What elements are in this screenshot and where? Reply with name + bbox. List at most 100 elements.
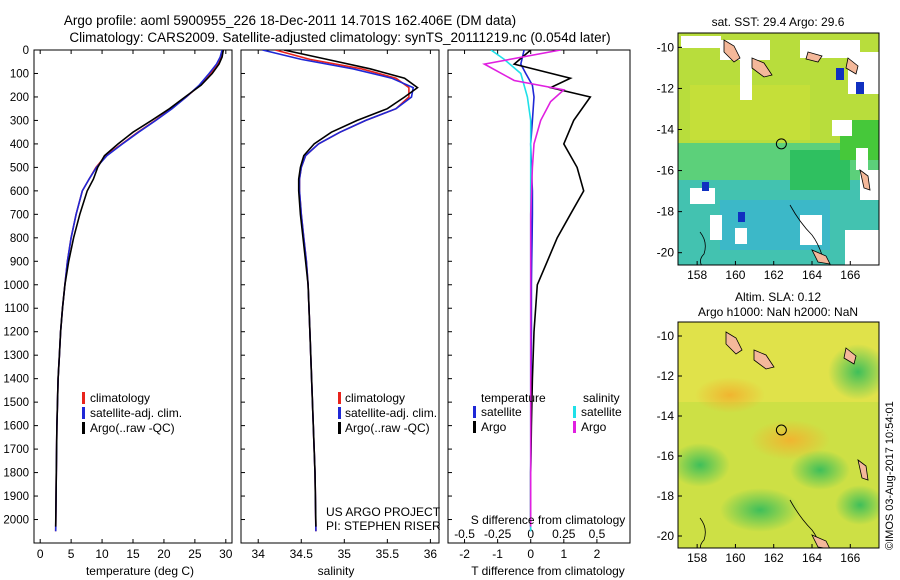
x-tick-label: 5: [68, 547, 75, 561]
x-tick-label: 36: [424, 547, 438, 561]
legend-label-climatology: climatology: [90, 391, 150, 405]
legend-swatch-argo: [338, 422, 341, 434]
sla-map-low-2: [828, 344, 879, 400]
s-tick-label: 0: [527, 527, 534, 541]
sla-map-profile-marker: [775, 424, 787, 436]
sst-map-axes: 158 160 162 164 166 -10 -12 -14 -16 -18 -20: [657, 40, 861, 282]
x-tick-label: 35.5: [376, 547, 400, 561]
s-tick-label: -0.25: [484, 527, 512, 541]
map-y-tick-label: -16: [657, 449, 675, 463]
temperature-legend: climatology satellite-adj. clim. Argo(..…: [82, 391, 182, 435]
salinity-xlabel: salinity: [318, 564, 355, 578]
legend-label-t-argo: Argo: [481, 420, 507, 434]
map-x-tick-label: 166: [840, 551, 860, 565]
sst-map-warm-spot-1: [836, 68, 844, 80]
x-tick-label: 35: [338, 547, 352, 561]
depth-tick-label: 1400: [3, 374, 29, 386]
salinity-series: [262, 50, 419, 532]
legend-swatch-argo: [82, 422, 85, 434]
map-x-tick-label: 164: [802, 551, 822, 565]
x-tick-label: 0: [527, 547, 534, 561]
salinity-legend: climatology satellite-adj. clim. Argo(..…: [338, 391, 437, 435]
temperature-axis: 0 5 10 15 20 25 30: [37, 50, 233, 561]
depth-tick-label: 1900: [3, 491, 29, 503]
legend-label-satellite: satellite-adj. clim.: [90, 406, 182, 420]
sla-map-island-2: [753, 349, 775, 370]
sla-map-title: Altim. SLA: 0.12: [735, 290, 821, 304]
project-annotation-line-2: PI: STEPHEN RISER: [326, 519, 441, 533]
salinity-panel-frame: [240, 49, 440, 544]
legend-swatch-s-satellite: [573, 406, 576, 418]
sst-map-island-4: [845, 57, 859, 75]
sst-map-mask-3: [740, 55, 752, 100]
x-tick-label: 34.5: [290, 547, 314, 561]
map-y-tick-label: -14: [657, 409, 675, 423]
s-difference-label: S difference from climatology: [471, 513, 626, 527]
imos-credit: ©IMOS 03-Aug-2017 10:54:01: [884, 401, 896, 550]
sla-map-coast-1: [699, 517, 706, 548]
series-line: [490, 50, 532, 532]
depth-tick-label: 1000: [3, 280, 29, 292]
legend-swatch-t-satellite: [473, 406, 476, 418]
sla-map-low-4: [720, 488, 800, 532]
sst-map-coast-3: [811, 249, 831, 265]
depth-tick-label: 100: [10, 68, 29, 80]
sst-map-coast-1: [699, 231, 706, 265]
map-x-tick-label: 164: [802, 268, 822, 282]
map-x-tick-label: 160: [725, 551, 745, 565]
sla-map-axes: 158 160 162 164 166 -10 -12 -14 -16 -18 -20: [657, 329, 861, 565]
sla-map-coast-3: [811, 534, 830, 548]
map-y-tick-label: -10: [657, 329, 675, 343]
series-line: [519, 50, 535, 532]
difference-axis: -2 -1 0 1 2 -0.5 -0.25 0 0.25 0.5: [454, 50, 606, 561]
legend-label-argo: Argo(..raw -QC): [90, 421, 175, 435]
x-tick-label: -2: [459, 547, 470, 561]
depth-tick-label: 0: [23, 45, 29, 57]
s-tick-label: 0.5: [589, 527, 606, 541]
legend-label-s-satellite: satellite: [581, 405, 622, 419]
depth-axis: 0 100 200 300 400 500 600 700 800 900 1000 1100 1200…: [3, 45, 452, 527]
x-tick-label: -1: [492, 547, 503, 561]
legend-title-temperature: temperature: [481, 391, 546, 405]
map-y-tick-label: -18: [657, 489, 675, 503]
x-tick-label: 30: [219, 547, 233, 561]
difference-panel-frame: [447, 49, 631, 544]
legend-label-climatology: climatology: [345, 391, 405, 405]
series-line: [262, 50, 415, 532]
x-tick-label: 25: [188, 547, 202, 561]
series-line: [54, 50, 225, 527]
depth-tick-label: 700: [10, 209, 29, 221]
depth-tick-label: 2000: [3, 515, 29, 527]
legend-label-argo: Argo(..raw -QC): [345, 421, 430, 435]
sst-map-island-2: [751, 57, 773, 78]
sla-map-high-2: [750, 420, 830, 460]
legend-swatch-t-argo: [473, 421, 476, 433]
depth-tick-label: 1500: [3, 397, 29, 409]
x-tick-label: 15: [126, 547, 140, 561]
difference-legend: temperature satellite Argo salinity sate…: [473, 391, 622, 434]
sst-map-warm-spot-2: [856, 82, 864, 94]
sst-map-mask-6: [832, 120, 852, 136]
sla-map-island-3: [843, 347, 857, 365]
sst-map-title: sat. SST: 29.4 Argo: 29.6: [712, 15, 845, 29]
depth-tick-label: 200: [10, 92, 29, 104]
map-x-tick-label: 162: [764, 551, 784, 565]
sla-map-island-4: [857, 459, 869, 481]
depth-tick-label: 1200: [3, 327, 29, 339]
sla-map-high-1: [695, 377, 765, 413]
series-line: [512, 50, 592, 527]
depth-tick-label: 600: [10, 186, 29, 198]
temperature-xlabel: temperature (deg C): [86, 564, 194, 578]
series-line: [54, 50, 225, 532]
sla-map-subtitle: Argo h1000: NaN h2000: NaN: [698, 305, 858, 319]
map-y-tick-label: -20: [657, 529, 675, 543]
sst-map-mask-7: [856, 148, 868, 170]
sst-map-mask-9: [690, 188, 715, 204]
depth-tick-label: 500: [10, 162, 29, 174]
difference-xlabel: T difference from climatology: [471, 564, 625, 578]
difference-series: [482, 50, 592, 532]
legend-title-salinity: salinity: [583, 391, 620, 405]
title-line-1: Argo profile: aoml 5900955_226 18-Dec-20…: [64, 13, 516, 28]
sst-map-frame: [677, 32, 880, 266]
